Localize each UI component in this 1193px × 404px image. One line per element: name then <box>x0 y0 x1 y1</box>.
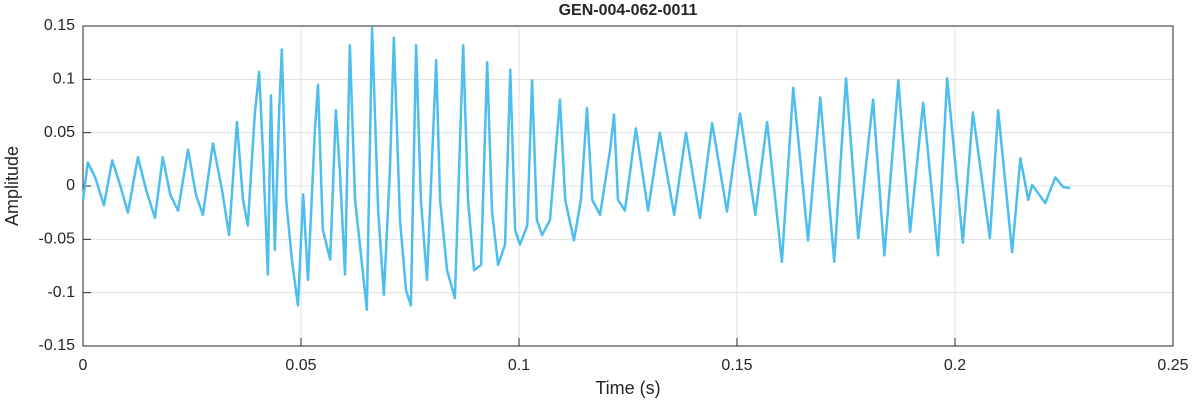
y-tick-label: 0.1 <box>53 71 75 88</box>
y-tick-label: -0.05 <box>39 231 76 248</box>
x-axis-label: Time (s) <box>595 378 660 398</box>
x-tick-label: 0.2 <box>944 357 966 374</box>
y-tick-label: -0.15 <box>39 337 76 354</box>
y-tick-label: 0.05 <box>44 124 75 141</box>
x-tick-label: 0.15 <box>721 357 752 374</box>
x-tick-label: 0 <box>79 357 88 374</box>
x-tick-label: 0.1 <box>508 357 530 374</box>
waveform-line <box>81 26 1071 311</box>
y-tick-label: -0.1 <box>47 284 75 301</box>
x-tick-label: 0.05 <box>285 357 316 374</box>
x-tick-label: 0.25 <box>1157 357 1188 374</box>
y-axis-label: Amplitude <box>2 146 22 226</box>
chart-title: GEN-004-062-0011 <box>559 2 698 19</box>
y-tick-label: 0 <box>66 177 75 194</box>
y-tick-label: 0.15 <box>44 17 75 34</box>
